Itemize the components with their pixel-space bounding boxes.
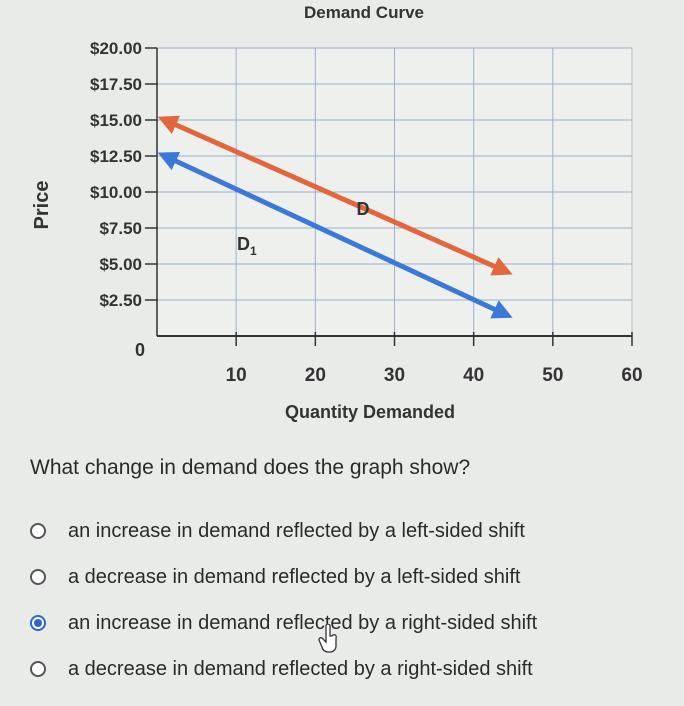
- option-1[interactable]: a decrease in demand reflected by a left…: [30, 554, 537, 600]
- x-tick-label: 30: [384, 365, 405, 386]
- y-tick-label: $17.50: [90, 75, 142, 94]
- answer-options: an increase in demand reflected by a lef…: [30, 508, 537, 692]
- chart-title: Demand Curve: [304, 3, 424, 22]
- y-tick-label: $10.00: [90, 183, 142, 202]
- demand-curve-chart: Demand Curve $2.50 $5.00 $7.50 $10.00 $12.50 $…: [31, 3, 643, 422]
- x-axis-label: Quantity Demanded: [285, 402, 455, 422]
- radio-button-0[interactable]: [30, 523, 46, 539]
- y-tick-label: $2.50: [99, 291, 142, 310]
- origin-label: 0: [135, 340, 145, 360]
- option-3[interactable]: a decrease in demand reflected by a righ…: [30, 646, 537, 692]
- hand-pointer-icon: [318, 624, 337, 653]
- radio-button-3[interactable]: [30, 661, 46, 677]
- y-tick-label: $20.00: [90, 39, 142, 58]
- y-axis-label: Price: [31, 181, 53, 230]
- option-label-2: an increase in demand reflected by a rig…: [68, 611, 538, 634]
- series-label-d1: D1: [237, 234, 257, 258]
- x-tick-label: 40: [463, 365, 484, 386]
- x-tick-label: 60: [621, 365, 642, 386]
- y-tick-label: $15.00: [90, 111, 142, 130]
- x-tick-label: 20: [305, 365, 326, 386]
- radio-button-2[interactable]: [30, 615, 46, 631]
- option-label-3: a decrease in demand reflected by a righ…: [68, 657, 533, 680]
- x-tick-label: 50: [542, 365, 563, 386]
- y-tick-label: $5.00: [99, 255, 142, 274]
- demand-line-d1: [157, 151, 513, 319]
- option-2[interactable]: an increase in demand reflected by a rig…: [30, 600, 537, 646]
- option-label-0: an increase in demand reflected by a lef…: [68, 519, 525, 542]
- x-tick-label: 10: [226, 365, 247, 386]
- y-tick-label: $7.50: [99, 219, 142, 238]
- series-label-d: D: [357, 199, 370, 219]
- option-0[interactable]: an increase in demand reflected by a lef…: [30, 508, 537, 554]
- radio-button-1[interactable]: [30, 569, 46, 585]
- option-label-1: a decrease in demand reflected by a left…: [68, 565, 521, 588]
- y-tick-label: $12.50: [90, 147, 142, 166]
- question-text: What change in demand does the graph sho…: [30, 456, 471, 479]
